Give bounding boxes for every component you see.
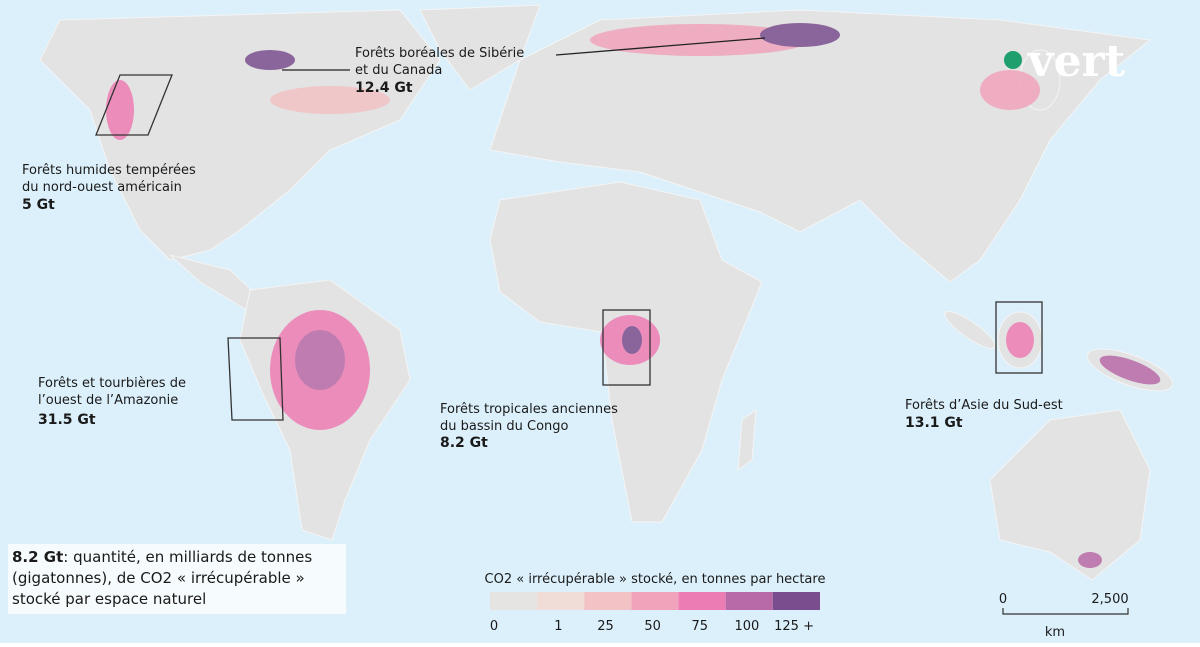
logo-text: vert: [1027, 36, 1126, 87]
region-amount: 13.1 Gt: [905, 415, 963, 431]
legend-swatch: [678, 592, 726, 610]
region-name: du bassin du Congo: [440, 419, 569, 434]
note: 8.2 Gt: quantité, en milliards de tonnes…: [8, 544, 346, 614]
legend-title: CO2 « irrécupérable » stocké, en tonnes …: [485, 572, 826, 587]
note-line: stocké par espace naturel: [12, 590, 206, 608]
legend-swatch: [490, 592, 538, 610]
note-bold: 8.2 Gt: [12, 548, 63, 566]
region-labels: Forêts boréales de Sibérie et du Canada …: [22, 46, 1063, 451]
legend-swatch: [631, 592, 679, 610]
region-name: Forêts et tourbières de: [38, 376, 186, 391]
region-name: Forêts humides tempérées: [22, 163, 196, 178]
scale-end: 2,500: [1091, 592, 1128, 607]
note-line: 8.2 Gt: quantité, en milliards de tonnes: [12, 548, 312, 566]
scale-bar: 0 2,500 km: [999, 592, 1129, 640]
legend-label: 50: [644, 619, 661, 634]
legend: CO2 « irrécupérable » stocké, en tonnes …: [485, 572, 826, 634]
note-text: : quantité, en milliards de tonnes: [63, 548, 312, 566]
legend-label: 125 +: [774, 619, 814, 634]
scale-unit: km: [1045, 625, 1065, 640]
legend-swatch: [584, 592, 632, 610]
logo: vert: [1004, 36, 1126, 87]
legend-label: 25: [597, 619, 614, 634]
note-line: (gigatonnes), de CO2 « irrécupérable »: [12, 569, 305, 587]
region-name: Forêts boréales de Sibérie: [355, 46, 524, 61]
legend-label: 1: [554, 619, 562, 634]
region-amount: 12.4 Gt: [355, 80, 413, 96]
region-amount: 31.5 Gt: [38, 412, 96, 428]
legend-swatch: [725, 592, 773, 610]
legend-label: 75: [692, 619, 709, 634]
region-amount: 5 Gt: [22, 197, 55, 213]
region-name: l’ouest de l’Amazonie: [38, 393, 178, 408]
scale-start: 0: [999, 592, 1007, 607]
legend-label: 0: [490, 619, 498, 634]
legend-swatch: [537, 592, 585, 610]
region-amount: 8.2 Gt: [440, 435, 488, 451]
region-name: et du Canada: [355, 63, 442, 78]
legend-label: 100: [735, 619, 760, 634]
region-name: du nord-ouest américain: [22, 180, 182, 195]
region-name: Forêts d’Asie du Sud-est: [905, 398, 1063, 413]
region-name: Forêts tropicales anciennes: [440, 402, 618, 417]
region-boxes: [95, 37, 1043, 421]
legend-swatch: [772, 592, 820, 610]
